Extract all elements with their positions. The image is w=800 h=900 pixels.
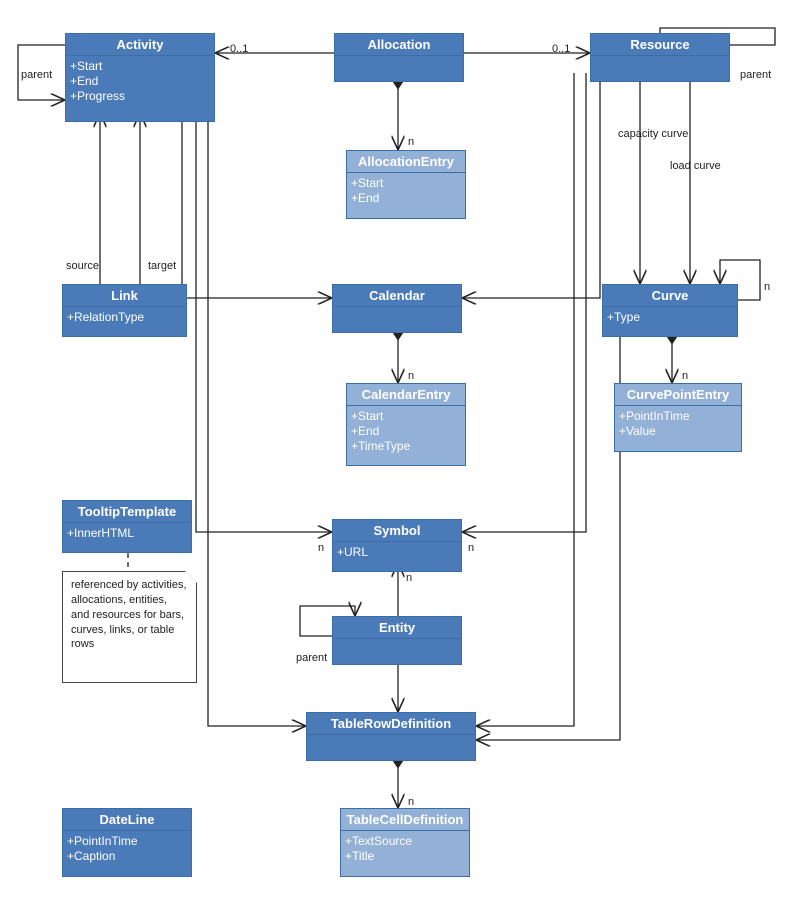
edge-label-tablerow-comp-cell: n	[408, 796, 414, 808]
edge-label-activity-to-symbol: n	[318, 542, 324, 554]
class-body	[333, 307, 461, 332]
edge-label-allocation-comp-entry: n	[408, 136, 414, 148]
class-body: +Type	[603, 307, 737, 336]
class-title: Curve	[603, 285, 737, 307]
class-title: Resource	[591, 34, 729, 56]
edge-label-allocation-to-activity: 0..1	[230, 43, 248, 55]
class-body: +PointInTime+Value	[615, 406, 741, 451]
class-attribute: +Start	[351, 176, 461, 191]
class-body	[591, 56, 729, 81]
edge-label-entity-self-parent: parent	[296, 652, 327, 664]
class-title: TooltipTemplate	[63, 501, 191, 523]
edge-activity-to-tablerow	[208, 113, 306, 726]
class-body: +RelationType	[63, 307, 186, 336]
class-curve: Curve +Type	[602, 284, 738, 337]
class-title: Entity	[333, 617, 461, 639]
class-attribute: +End	[351, 191, 461, 206]
class-tablecelldefinition: TableCellDefinition+TextSource+Title	[340, 808, 470, 877]
class-attribute: +End	[70, 74, 210, 89]
edge-label-entity-to-symbol: n	[406, 572, 412, 584]
class-body: +Start+End	[347, 173, 465, 218]
class-body: +InnerHTML	[63, 523, 191, 552]
edge-label-curve-self-n: n	[764, 281, 770, 293]
edge-label-calendar-comp-entry: n	[408, 370, 414, 382]
class-tooltiptemplate: TooltipTemplate +InnerHTML	[62, 500, 192, 553]
class-tablerowdefinition: TableRowDefinition	[306, 712, 476, 761]
class-title: TableRowDefinition	[307, 713, 475, 735]
class-body	[307, 735, 475, 760]
class-title: Symbol	[333, 520, 461, 542]
class-allocationentry: AllocationEntry+Start+End	[346, 150, 466, 219]
edge-label-resource-capacity-curve: capacity curve	[618, 128, 688, 140]
edge-label-activity-self-parent: parent	[21, 69, 52, 81]
class-attribute: +Start	[351, 409, 461, 424]
class-curvepointentry: CurvePointEntry+PointInTime+Value	[614, 383, 742, 452]
class-title: Calendar	[333, 285, 461, 307]
class-attribute: +TimeType	[351, 439, 461, 454]
class-attribute: +Type	[607, 310, 733, 325]
edge-resource-to-symbol	[462, 73, 586, 532]
class-title: AllocationEntry	[347, 151, 465, 173]
class-entity: Entity	[332, 616, 462, 665]
class-body	[333, 639, 461, 664]
class-calendar: Calendar	[332, 284, 462, 333]
tooltip-note-text: referenced by activities, allocations, e…	[71, 579, 187, 650]
edge-label-link-target: target	[148, 260, 176, 272]
class-link: Link +RelationType	[62, 284, 187, 337]
class-title: Link	[63, 285, 186, 307]
class-title: Activity	[66, 34, 214, 56]
class-dateline: DateLine+PointInTime+Caption	[62, 808, 192, 877]
class-attribute: +PointInTime	[67, 834, 187, 849]
edge-resource-to-calendar	[462, 73, 600, 298]
edge-activity-to-symbol	[196, 113, 332, 532]
tooltip-note: referenced by activities, allocations, e…	[62, 571, 197, 683]
class-allocation: Allocation	[334, 33, 464, 82]
edge-activity-to-calendar	[182, 113, 332, 298]
class-attribute: +End	[351, 424, 461, 439]
class-attribute: +Start	[70, 59, 210, 74]
edge-label-link-source: source	[66, 260, 99, 272]
edge-label-allocation-to-resource: 0..1	[552, 43, 570, 55]
class-body: +TextSource+Title	[341, 831, 469, 876]
edge-resource-to-tablerow	[476, 73, 574, 726]
class-calendarentry: CalendarEntry+Start+End+TimeType	[346, 383, 466, 466]
class-title: TableCellDefinition	[341, 809, 469, 831]
edge-label-resource-to-symbol: n	[468, 542, 474, 554]
class-title: Allocation	[335, 34, 463, 56]
edge-label-resource-load-curve: load curve	[670, 160, 721, 172]
class-attribute: +Value	[619, 424, 737, 439]
class-body	[335, 56, 463, 81]
edge-curve-to-tablerow	[476, 328, 620, 740]
class-symbol: Symbol +URL	[332, 519, 462, 572]
class-attribute: +Title	[345, 849, 465, 864]
class-title: CurvePointEntry	[615, 384, 741, 406]
class-resource: Resource	[590, 33, 730, 82]
class-attribute: +PointInTime	[619, 409, 737, 424]
class-attribute: +Caption	[67, 849, 187, 864]
class-body: +Start+End+TimeType	[347, 406, 465, 465]
edge-label-curve-comp-entry: n	[682, 370, 688, 382]
edge-label-resource-self-parent: parent	[740, 69, 771, 81]
class-attribute: +RelationType	[67, 310, 182, 325]
class-body: +PointInTime+Caption	[63, 831, 191, 876]
class-attribute: +InnerHTML	[67, 526, 187, 541]
class-attribute: +URL	[337, 545, 457, 560]
class-attribute: +Progress	[70, 89, 210, 104]
class-activity: Activity+Start+End+Progress	[65, 33, 215, 122]
class-body: +Start+End+Progress	[66, 56, 214, 121]
class-body: +URL	[333, 542, 461, 571]
class-title: DateLine	[63, 809, 191, 831]
class-attribute: +TextSource	[345, 834, 465, 849]
class-title: CalendarEntry	[347, 384, 465, 406]
